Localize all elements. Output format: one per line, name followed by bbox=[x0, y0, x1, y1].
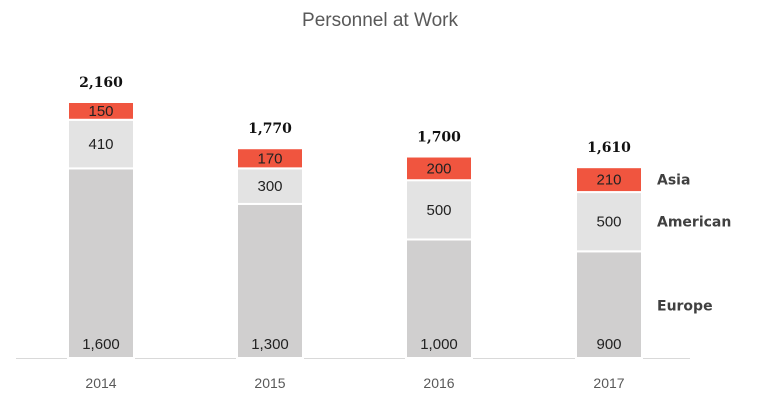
bar-europe-2017 bbox=[575, 250, 643, 359]
bar-asia-2016 bbox=[405, 155, 473, 182]
total-label-2017: 1,610 bbox=[587, 140, 631, 156]
value-label-europe-2014: 1,600 bbox=[82, 336, 120, 353]
value-label-american-2015: 300 bbox=[257, 178, 282, 195]
value-label-europe-2016: 1,000 bbox=[420, 336, 458, 353]
bar-asia-2014 bbox=[67, 101, 135, 121]
value-label-asia-2014: 150 bbox=[88, 103, 113, 120]
bar-europe-2015 bbox=[236, 202, 304, 359]
bar-american-2016 bbox=[405, 179, 473, 241]
x-tick-label-2016: 2016 bbox=[423, 375, 454, 391]
total-label-2015: 1,770 bbox=[248, 121, 292, 137]
value-label-europe-2017: 900 bbox=[596, 336, 621, 353]
legend-label-american: American bbox=[657, 215, 731, 231]
value-label-american-2017: 500 bbox=[596, 214, 621, 231]
legend-label-asia: Asia bbox=[657, 173, 690, 189]
value-label-american-2016: 500 bbox=[426, 202, 451, 219]
x-tick-label-2014: 2014 bbox=[85, 375, 116, 391]
chart-title: Personnel at Work bbox=[302, 10, 458, 31]
value-label-europe-2015: 1,300 bbox=[251, 336, 289, 353]
bar-asia-2017 bbox=[575, 166, 643, 194]
bar-asia-2015 bbox=[236, 147, 304, 170]
x-tick-label-2015: 2015 bbox=[254, 375, 285, 391]
bar-american-2017 bbox=[575, 191, 643, 253]
value-label-asia-2017: 210 bbox=[596, 172, 621, 189]
legend-label-europe: Europe bbox=[657, 299, 713, 315]
x-tick-label-2017: 2017 bbox=[593, 375, 624, 391]
value-label-american-2014: 410 bbox=[88, 136, 113, 153]
bar-europe-2014 bbox=[67, 167, 135, 359]
total-label-2016: 1,700 bbox=[417, 130, 461, 146]
bar-europe-2016 bbox=[405, 238, 473, 359]
value-label-asia-2015: 170 bbox=[257, 150, 282, 167]
value-label-asia-2016: 200 bbox=[426, 160, 451, 177]
total-label-2014: 2,160 bbox=[79, 75, 123, 91]
bar-american-2014 bbox=[67, 118, 135, 170]
